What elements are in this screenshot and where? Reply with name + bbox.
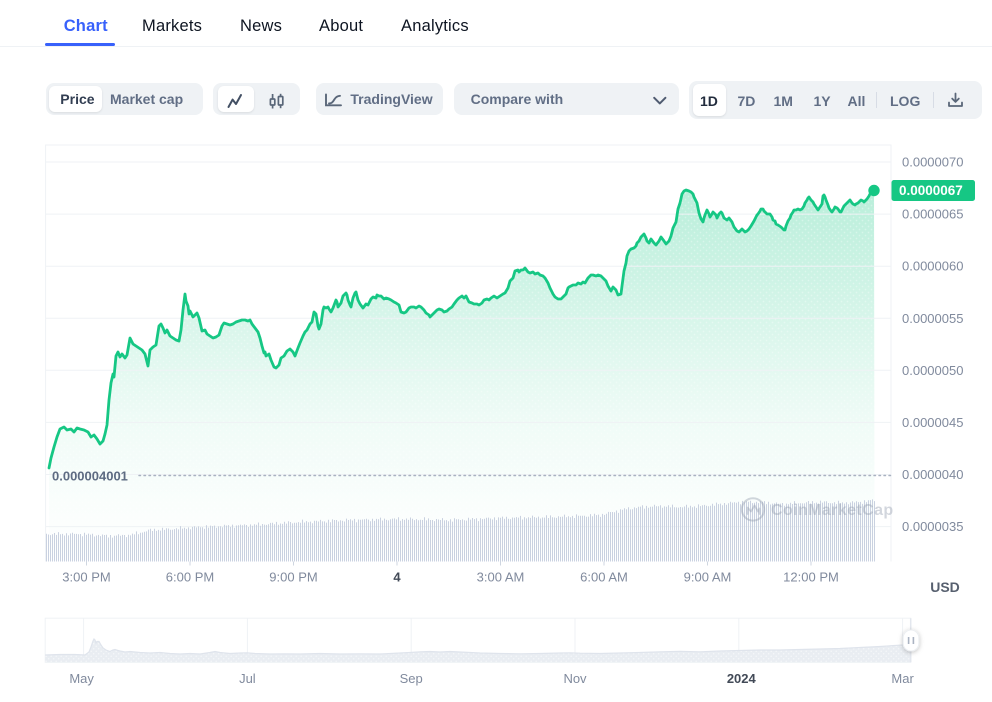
- svg-text:4: 4: [393, 570, 401, 585]
- svg-text:0.0000055: 0.0000055: [902, 311, 963, 326]
- svg-text:0.0000035: 0.0000035: [902, 519, 963, 534]
- svg-text:USD: USD: [930, 579, 960, 595]
- svg-text:2024: 2024: [727, 671, 757, 686]
- svg-text:0.0000070: 0.0000070: [902, 155, 963, 170]
- svg-text:3:00 PM: 3:00 PM: [62, 570, 110, 585]
- svg-text:May: May: [69, 671, 94, 686]
- svg-text:Mar: Mar: [891, 671, 914, 686]
- svg-text:0.0000045: 0.0000045: [902, 415, 963, 430]
- svg-text:6:00 PM: 6:00 PM: [166, 570, 214, 585]
- svg-text:12:00 PM: 12:00 PM: [783, 570, 839, 585]
- svg-text:Jul: Jul: [239, 671, 256, 686]
- svg-text:Nov: Nov: [563, 671, 587, 686]
- svg-text:0.0000067: 0.0000067: [899, 183, 963, 198]
- svg-text:9:00 AM: 9:00 AM: [684, 570, 732, 585]
- svg-text:9:00 PM: 9:00 PM: [269, 570, 317, 585]
- svg-text:0.0000060: 0.0000060: [902, 259, 963, 274]
- svg-text:CoinMarketCap: CoinMarketCap: [771, 502, 894, 519]
- svg-text:0.000004001: 0.000004001: [52, 469, 128, 484]
- svg-text:3:00 AM: 3:00 AM: [477, 570, 525, 585]
- svg-text:0.0000050: 0.0000050: [902, 363, 963, 378]
- svg-text:Sep: Sep: [400, 671, 423, 686]
- svg-text:0.0000065: 0.0000065: [902, 207, 963, 222]
- svg-text:6:00 AM: 6:00 AM: [580, 570, 628, 585]
- svg-text:0.0000040: 0.0000040: [902, 467, 963, 482]
